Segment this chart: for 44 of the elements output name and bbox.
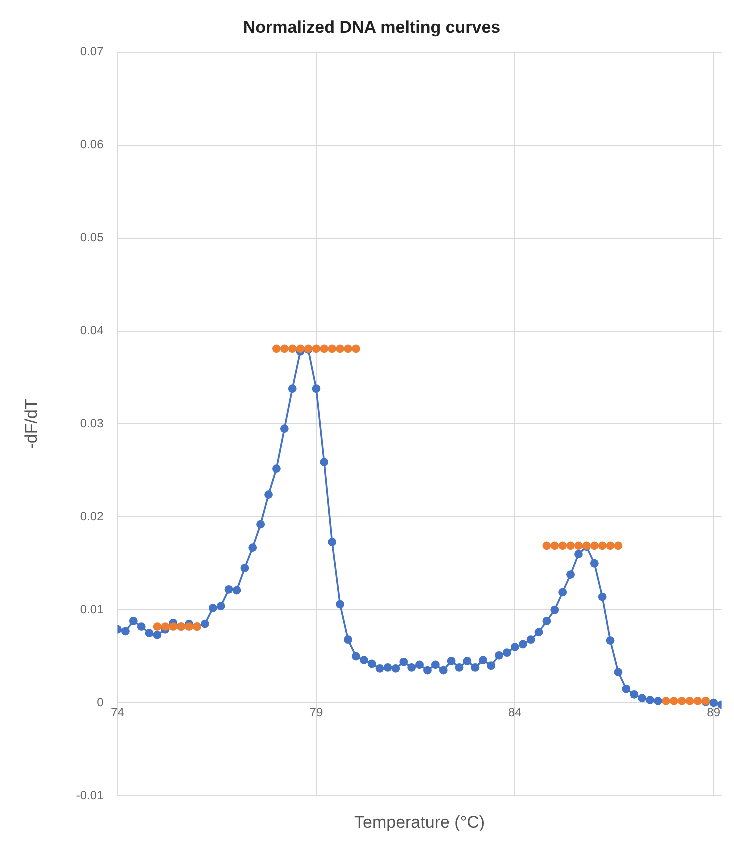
point bbox=[328, 344, 337, 354]
point bbox=[344, 344, 352, 354]
chart-title: Normalized DNA melting curves bbox=[243, 18, 501, 37]
point bbox=[542, 542, 552, 550]
y-tick-label: 0.02 bbox=[80, 509, 104, 524]
point bbox=[574, 542, 583, 550]
y-tick-label: 0.03 bbox=[80, 416, 104, 431]
point bbox=[550, 542, 560, 550]
point bbox=[566, 542, 575, 550]
point bbox=[352, 344, 360, 354]
y-tick-label: 0.01 bbox=[80, 602, 104, 616]
point bbox=[280, 344, 289, 354]
point bbox=[686, 696, 694, 706]
y-tick-label: 0 bbox=[97, 695, 104, 710]
point bbox=[336, 344, 344, 354]
x-tick-label: 74 bbox=[111, 706, 125, 720]
point bbox=[598, 542, 607, 550]
x-axis-title: Temperature (°C) bbox=[354, 813, 486, 832]
y-tick-label: 0.04 bbox=[80, 324, 104, 338]
x-tick-label: 79 bbox=[310, 706, 324, 720]
point bbox=[320, 344, 329, 354]
point bbox=[590, 542, 599, 550]
point bbox=[272, 344, 281, 354]
y-tick-label: 0.07 bbox=[80, 44, 104, 59]
point bbox=[169, 622, 178, 632]
point bbox=[678, 696, 686, 706]
y-axis-title: -dF/dT bbox=[22, 399, 41, 450]
point bbox=[614, 542, 623, 550]
point bbox=[288, 344, 297, 354]
y-tick-label: -0.01 bbox=[76, 788, 104, 802]
point bbox=[662, 696, 670, 706]
point bbox=[606, 542, 615, 550]
point bbox=[312, 344, 321, 354]
point bbox=[296, 344, 305, 354]
x-tick-label: 84 bbox=[508, 706, 522, 720]
y-tick-label: 0.06 bbox=[80, 138, 104, 152]
point bbox=[694, 696, 702, 706]
point bbox=[185, 622, 194, 632]
point bbox=[153, 622, 162, 632]
point bbox=[558, 542, 568, 550]
y-tick-label: 0.05 bbox=[80, 230, 104, 245]
point bbox=[670, 696, 678, 706]
point bbox=[161, 622, 170, 632]
x-tick-label: 89 bbox=[707, 706, 721, 720]
